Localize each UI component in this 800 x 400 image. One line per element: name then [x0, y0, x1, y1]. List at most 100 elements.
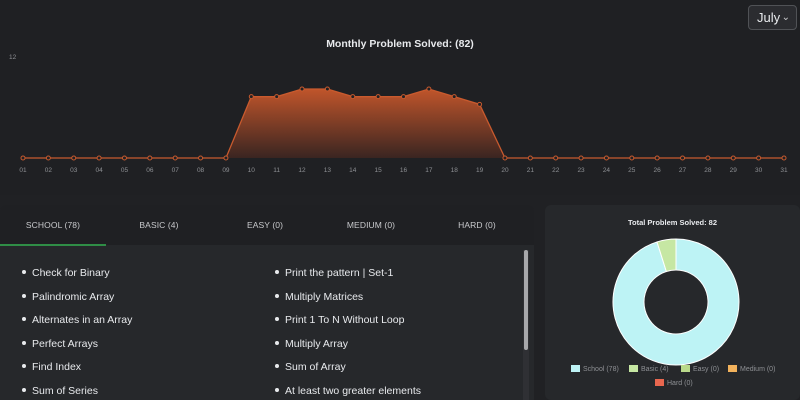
- data-point[interactable]: [680, 155, 686, 161]
- data-point[interactable]: [781, 155, 787, 161]
- bullet-icon: [275, 387, 279, 392]
- data-point[interactable]: [350, 94, 356, 100]
- monthly-area-chart: 01 02 03 04 05 06 07 08 09 10 11 12 13 14 15 16 17 18 19 20…: [9, 54, 788, 174]
- data-point[interactable]: [401, 94, 406, 100]
- bullet-icon: [275, 340, 279, 345]
- data-point[interactable]: [553, 155, 559, 161]
- problem-link[interactable]: Palindromic Array: [22, 289, 132, 313]
- data-point[interactable]: [756, 155, 762, 161]
- data-point[interactable]: [274, 94, 280, 100]
- legend-item-basic[interactable]: Basic (4): [629, 365, 669, 373]
- data-point[interactable]: [45, 155, 51, 161]
- data-point[interactable]: [477, 101, 483, 107]
- data-point[interactable]: [451, 94, 457, 100]
- problem-link[interactable]: Find Index: [22, 359, 132, 383]
- x-tick-label: 26: [654, 167, 662, 174]
- data-point[interactable]: [223, 155, 229, 161]
- bullet-icon: [22, 387, 26, 392]
- bullet-icon: [275, 364, 279, 368]
- data-point[interactable]: [20, 155, 26, 161]
- x-tick-label: 02: [45, 167, 53, 174]
- data-point[interactable]: [324, 86, 330, 92]
- x-tick-label: 24: [603, 167, 611, 174]
- data-point[interactable]: [299, 86, 305, 92]
- data-point[interactable]: [96, 155, 102, 161]
- data-point[interactable]: [71, 155, 77, 161]
- bullet-icon: [22, 317, 26, 321]
- x-tick-label: 11: [273, 167, 280, 174]
- total-solved-panel: Total Problem Solved: 82 School (78) Bas…: [545, 205, 800, 400]
- tab-school[interactable]: SCHOOL (78): [25, 220, 81, 230]
- area-fill: [23, 89, 784, 158]
- problem-link[interactable]: Multiply Matrices: [275, 289, 421, 313]
- problem-link[interactable]: Multiply Array: [275, 336, 421, 360]
- problem-link[interactable]: Check for Binary: [22, 265, 132, 289]
- x-tick-label: 25: [628, 167, 636, 174]
- data-point[interactable]: [730, 155, 736, 161]
- donut-slice[interactable]: [612, 238, 740, 366]
- x-tick-label: 09: [222, 167, 230, 174]
- donut-slice[interactable]: [656, 238, 677, 273]
- problem-link[interactable]: Perfect Arrays: [22, 336, 132, 360]
- problem-link[interactable]: At least two greater elements: [275, 383, 421, 400]
- legend-swatch: [681, 365, 690, 372]
- x-tick-label: 30: [755, 167, 763, 174]
- bullet-icon: [22, 340, 26, 345]
- legend-item-hard[interactable]: Hard (0): [655, 379, 693, 387]
- x-tick-label: 29: [730, 167, 738, 174]
- tab-basic[interactable]: BASIC (4): [139, 220, 179, 230]
- problem-link[interactable]: Sum of Array: [275, 359, 421, 383]
- legend-item-easy[interactable]: Easy (0): [681, 365, 719, 373]
- legend-swatch: [629, 365, 638, 372]
- data-point[interactable]: [654, 155, 660, 161]
- donut-chart-title: Total Problem Solved: 82: [627, 218, 718, 227]
- tab-medium[interactable]: MEDIUM (0): [346, 220, 396, 230]
- data-point[interactable]: [527, 155, 533, 161]
- x-tick-label: 27: [679, 167, 687, 174]
- x-tick-label: 06: [146, 167, 154, 174]
- problem-list-left: Check for Binary Palindromic Array Alter…: [22, 265, 132, 400]
- legend-item-school[interactable]: School (78): [571, 365, 619, 373]
- data-point[interactable]: [629, 155, 635, 161]
- data-point[interactable]: [426, 86, 432, 92]
- data-point[interactable]: [705, 155, 711, 161]
- bullet-icon: [22, 270, 26, 274]
- legend-item-medium[interactable]: Medium (0): [728, 365, 775, 373]
- x-tick-label: 22: [552, 167, 560, 174]
- data-point[interactable]: [578, 155, 584, 161]
- month-select[interactable]: July ⌄: [748, 5, 797, 30]
- x-tick-label: 28: [704, 167, 712, 174]
- legend-swatch: [655, 379, 664, 386]
- data-point[interactable]: [172, 155, 178, 161]
- tab-easy[interactable]: EASY (0): [246, 220, 284, 230]
- data-point[interactable]: [603, 155, 609, 161]
- problem-link[interactable]: Print 1 To N Without Loop: [275, 312, 421, 336]
- bullet-icon: [22, 293, 26, 298]
- x-tick-label: 08: [197, 167, 205, 174]
- bullet-icon: [275, 317, 279, 321]
- x-tick-label: 15: [375, 167, 383, 174]
- tab-hard[interactable]: HARD (0): [458, 220, 496, 230]
- problem-link[interactable]: Alternates in an Array: [22, 312, 132, 336]
- problem-link[interactable]: Print the pattern | Set-1: [275, 265, 421, 289]
- x-tick-label: 21: [527, 167, 535, 174]
- bullet-icon: [22, 364, 26, 368]
- x-tick-label: 31: [780, 167, 788, 174]
- list-scrollbar[interactable]: [523, 250, 529, 400]
- bullet-icon: [275, 270, 279, 274]
- x-tick-label: 07: [172, 167, 180, 174]
- data-point[interactable]: [121, 155, 127, 161]
- data-point[interactable]: [248, 94, 254, 100]
- scrollbar-thumb[interactable]: [524, 250, 528, 350]
- x-tick-label: 10: [248, 167, 256, 174]
- data-point[interactable]: [198, 155, 204, 161]
- x-tick-label: 12: [298, 167, 306, 174]
- y-tick-label: 12: [9, 54, 17, 61]
- problem-link[interactable]: Sum of Series: [22, 383, 132, 400]
- bullet-icon: [275, 293, 279, 298]
- x-tick-label: 13: [324, 167, 332, 174]
- x-tick-label: 23: [577, 167, 585, 174]
- data-point[interactable]: [502, 155, 508, 161]
- data-point[interactable]: [375, 94, 381, 100]
- data-point[interactable]: [147, 155, 153, 161]
